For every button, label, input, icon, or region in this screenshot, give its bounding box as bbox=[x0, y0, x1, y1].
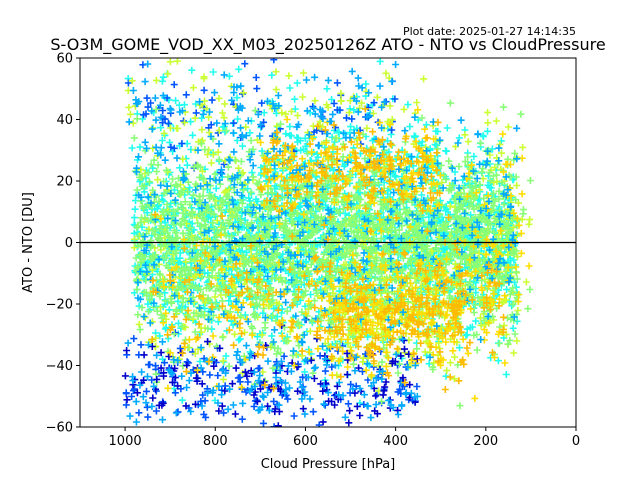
scatter-point-group bbox=[148, 105, 507, 393]
y-axis-title: ATO - NTO [DU] bbox=[21, 192, 36, 293]
x-tick-label: 800 bbox=[203, 434, 228, 449]
scatter-points bbox=[121, 58, 534, 427]
plot-date: Plot date: 2025-01-27 14:14:35 bbox=[403, 25, 576, 38]
x-axis-title: Cloud Pressure [hPa] bbox=[261, 457, 396, 472]
x-tick-label: 1000 bbox=[109, 434, 142, 449]
y-tick-label: −40 bbox=[46, 359, 73, 374]
y-tick-label: 0 bbox=[65, 236, 73, 251]
x-tick-label: 400 bbox=[383, 434, 408, 449]
y-tick-label: −60 bbox=[46, 421, 73, 436]
x-tick-label: 200 bbox=[473, 434, 498, 449]
y-tick-label: 40 bbox=[56, 113, 73, 128]
x-axis-ticks: 1000 800 600 400 200 0 bbox=[109, 427, 580, 449]
y-tick-label: 60 bbox=[56, 52, 73, 67]
x-tick-label: 600 bbox=[293, 434, 318, 449]
x-tick-label: 0 bbox=[572, 434, 580, 449]
chart-title: S-O3M_GOME_VOD_XX_M03_20250126Z ATO - NT… bbox=[50, 35, 605, 55]
y-tick-label: −20 bbox=[46, 298, 73, 313]
y-axis-ticks: −60 −40 −20 0 20 40 60 bbox=[46, 52, 80, 436]
scatter-point-group bbox=[121, 316, 421, 427]
y-tick-label: 20 bbox=[56, 175, 73, 190]
